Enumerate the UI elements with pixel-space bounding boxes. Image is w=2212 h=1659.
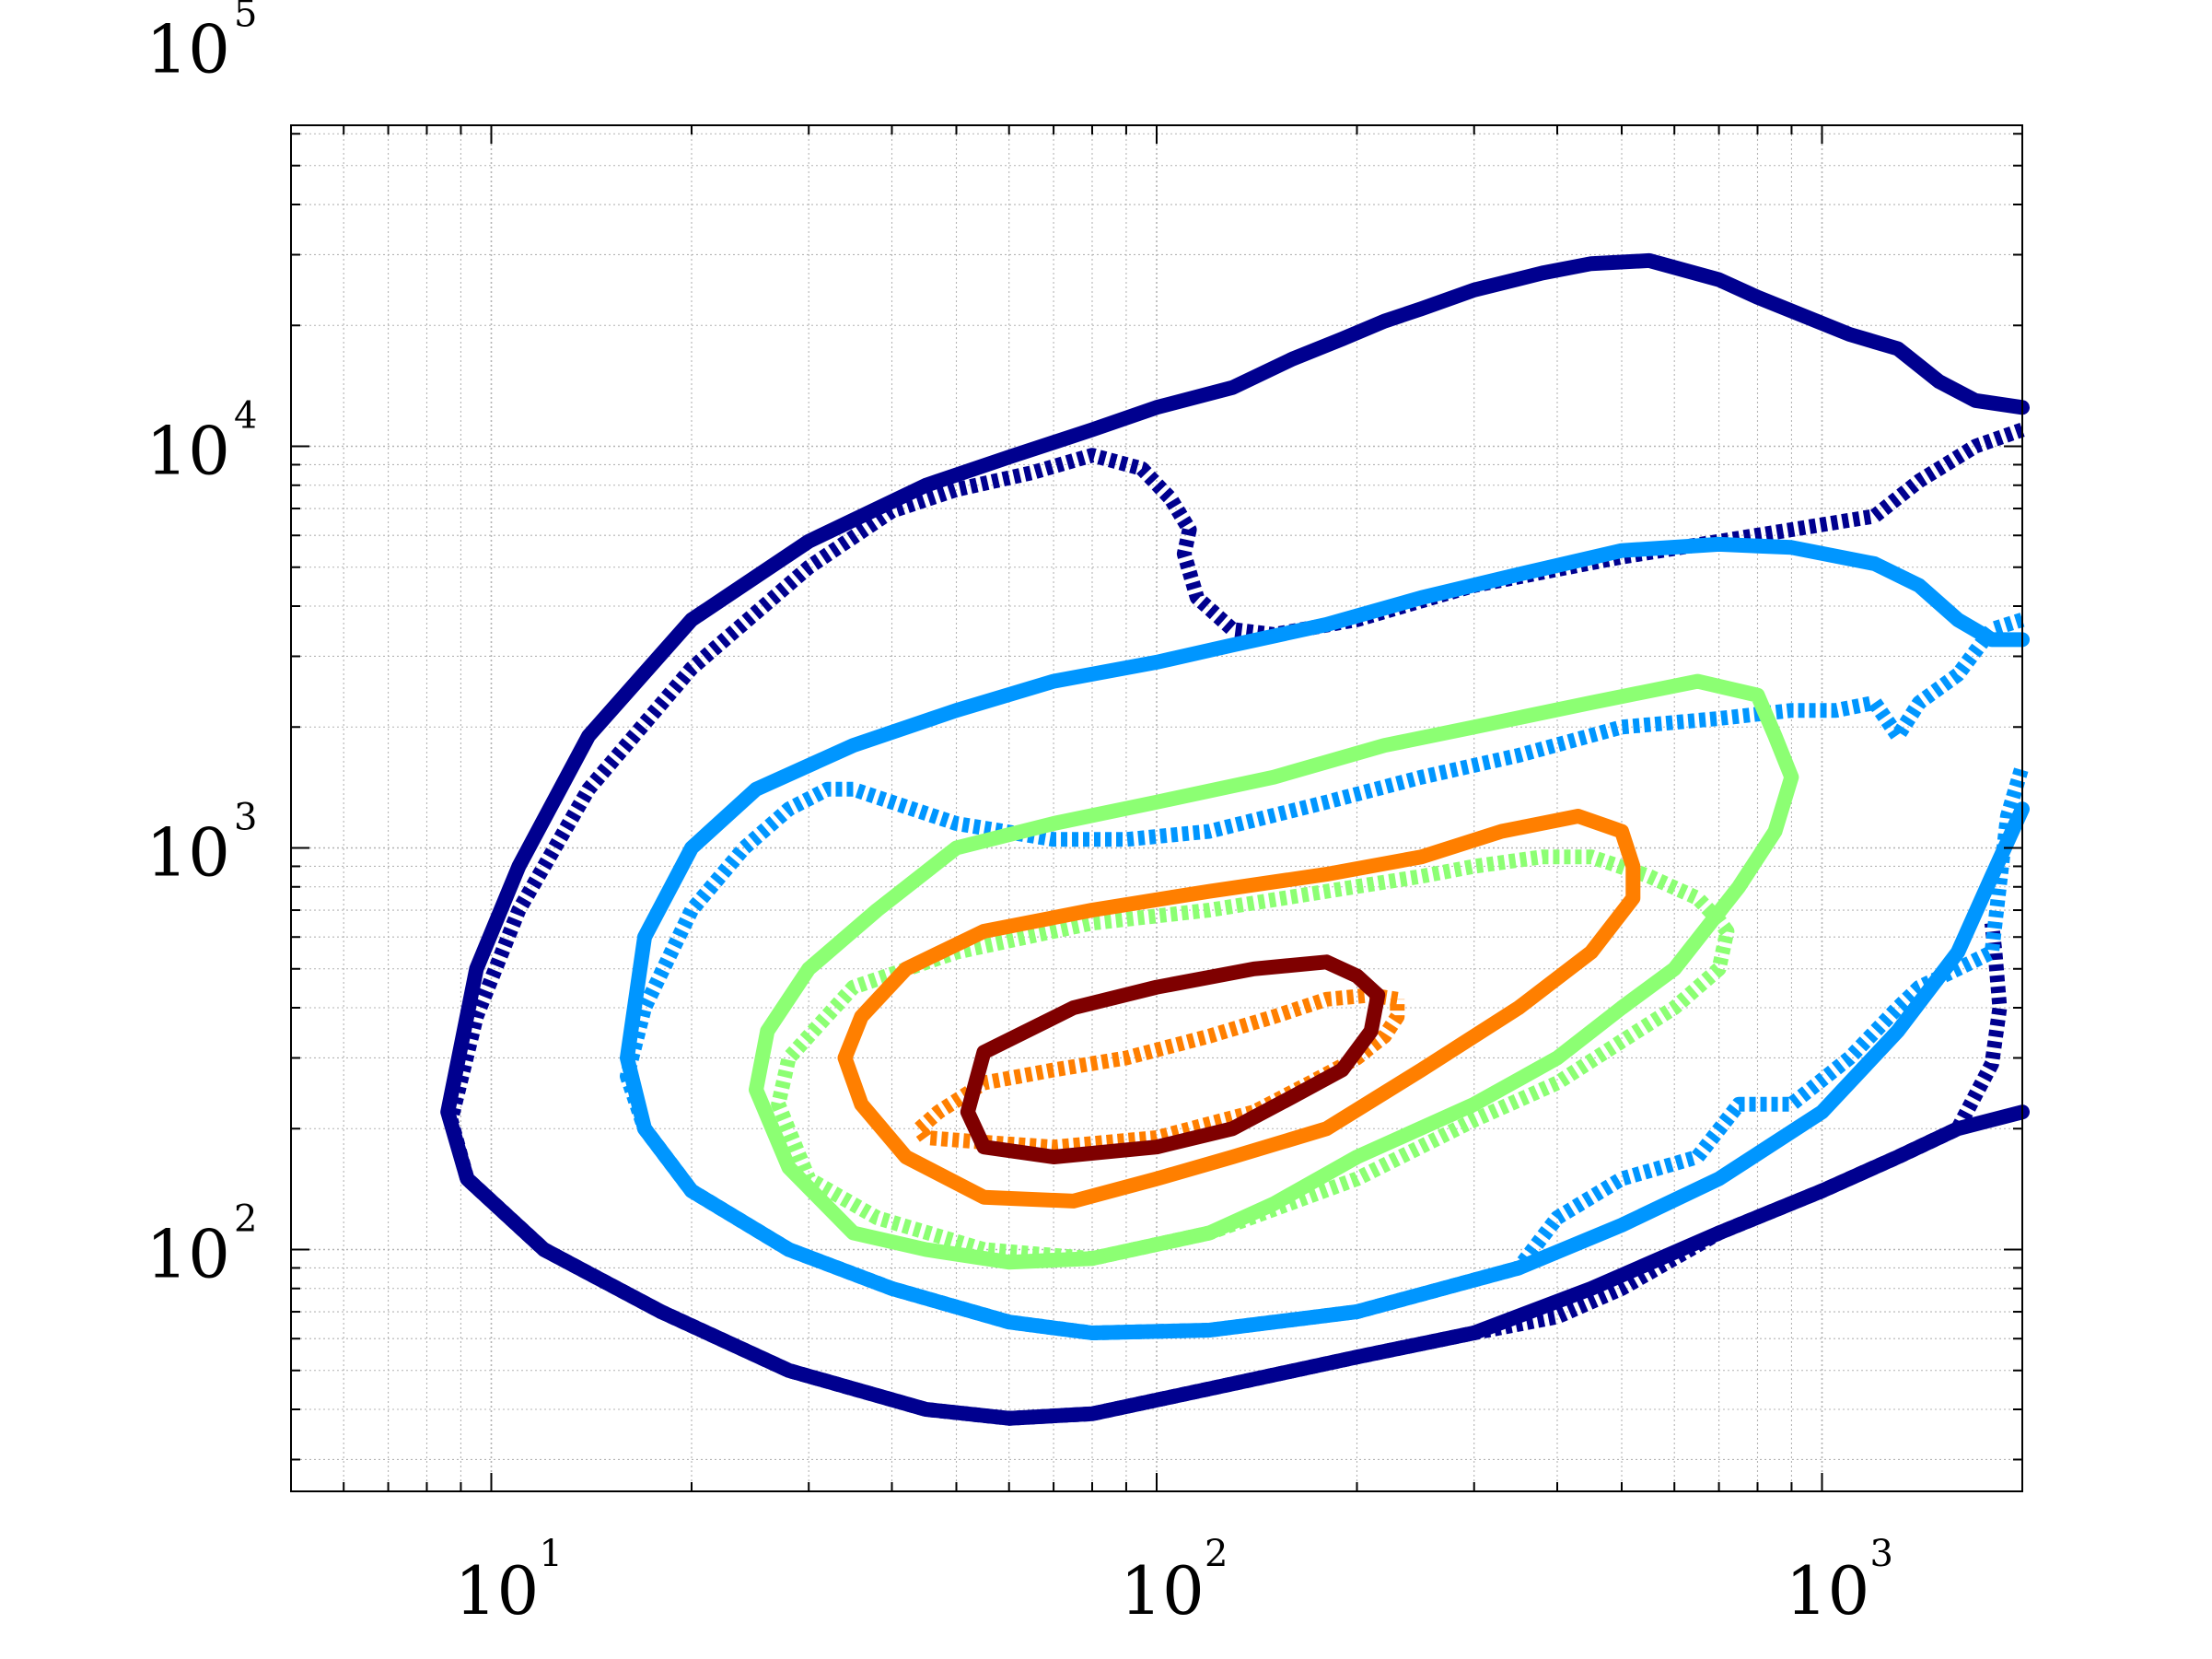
tick-labels: 10 1 10 2 10 310 210 310 410 5 [146, 0, 1893, 1630]
contour-level-1-solid [440, 252, 2030, 1426]
x-tick-label-exponent: 1 [539, 1533, 562, 1575]
contour-lines [440, 252, 2030, 1426]
y-tick-label: 10 [146, 413, 230, 490]
x-tick-label: 10 [1786, 1552, 1870, 1630]
contour-level-4-solid [837, 809, 1641, 1209]
y-tick-label-exponent: 5 [234, 0, 257, 36]
x-tick-label: 10 [1120, 1552, 1205, 1630]
y-tick-label: 10 [146, 814, 230, 892]
contour-level-5-solid [960, 954, 1386, 1164]
contour-level-2-dotted [620, 613, 2030, 1340]
contour-level-2-solid [620, 536, 2030, 1340]
y-tick-label-exponent: 3 [234, 797, 257, 839]
x-tick-label-exponent: 2 [1205, 1533, 1228, 1575]
contour-level-3-solid [749, 673, 1799, 1270]
contour-level-1-dotted [443, 422, 2025, 1426]
contour-level-3-dotted [771, 849, 1735, 1267]
y-tick-label-exponent: 2 [234, 1198, 257, 1241]
x-tick-label: 10 [455, 1552, 540, 1630]
y-tick-label: 10 [146, 1216, 230, 1293]
y-tick-label: 10 [146, 11, 230, 88]
y-tick-label-exponent: 4 [234, 395, 257, 438]
x-tick-label-exponent: 3 [1870, 1533, 1893, 1575]
axis-ticks [290, 125, 2023, 1491]
